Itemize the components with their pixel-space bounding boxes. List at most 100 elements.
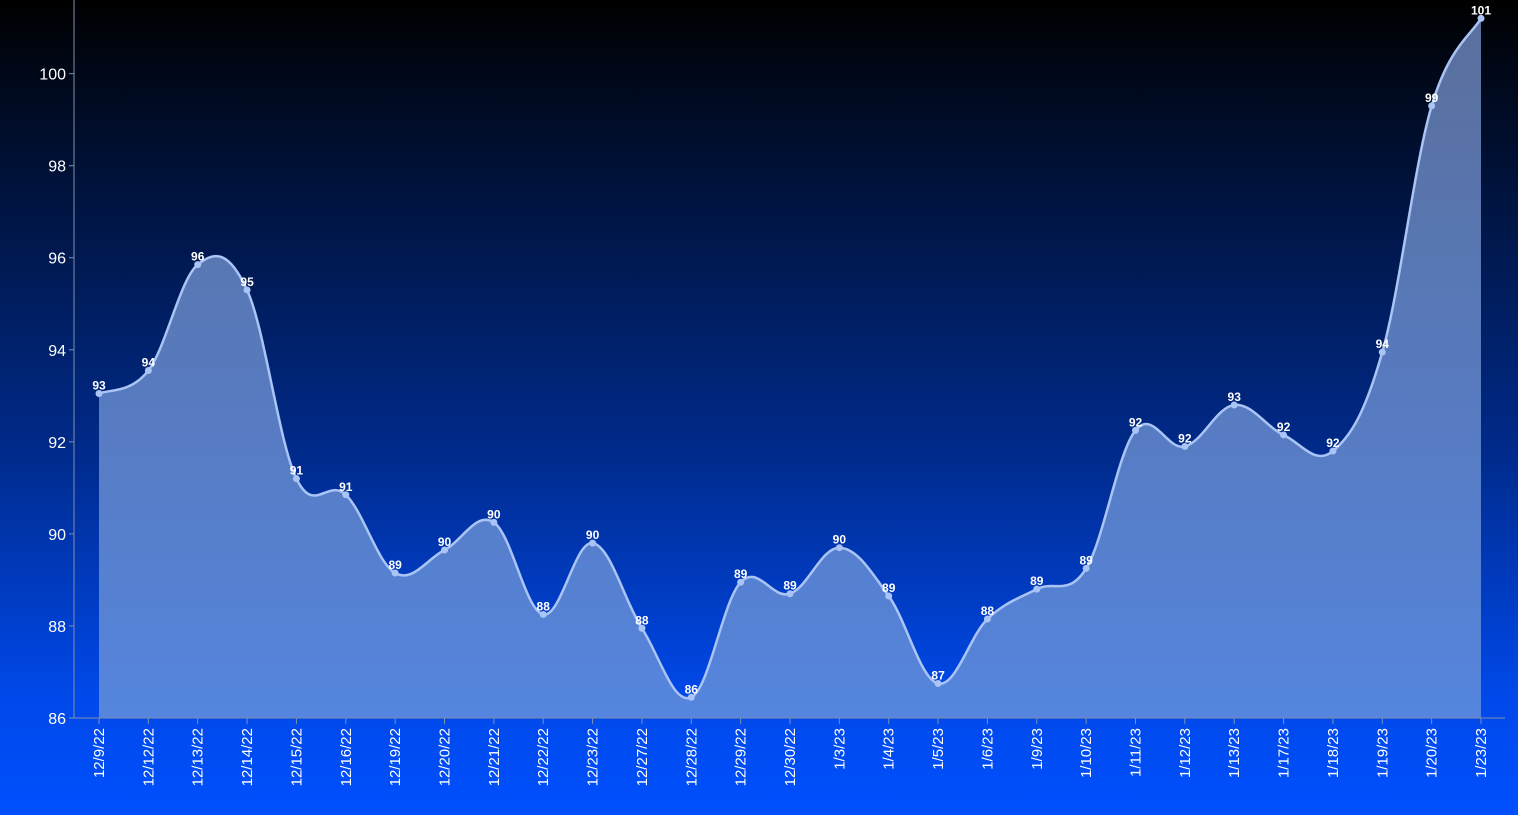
x-tick-label: 12/30/22 bbox=[782, 728, 799, 786]
x-tick-label: 1/12/23 bbox=[1177, 728, 1194, 778]
y-tick-label: 90 bbox=[48, 527, 66, 544]
x-tick-label: 1/4/23 bbox=[881, 728, 898, 770]
area-layer bbox=[98, 17, 1483, 718]
data-point bbox=[885, 592, 893, 600]
data-label: 90 bbox=[487, 507, 501, 521]
y-axis-ticks: 86 88 90 92 94 96 98 100 bbox=[39, 67, 74, 728]
data-point bbox=[144, 367, 152, 375]
data-labels: 93 94 96 95 91 91 89 90 90 88 90 88 86 89 89 90 89 87 88 89… bbox=[92, 3, 1491, 696]
data-point bbox=[95, 390, 103, 398]
data-label: 88 bbox=[981, 604, 995, 618]
data-label: 89 bbox=[388, 558, 402, 572]
data-point bbox=[342, 491, 350, 499]
x-tick-label: 12/19/22 bbox=[387, 728, 404, 786]
data-label: 89 bbox=[734, 567, 748, 581]
data-label: 94 bbox=[1376, 337, 1390, 351]
x-tick-label: 1/11/23 bbox=[1128, 728, 1145, 777]
data-label: 93 bbox=[1228, 390, 1242, 404]
y-tick-label: 96 bbox=[48, 251, 66, 268]
data-point bbox=[1428, 102, 1436, 110]
data-point bbox=[589, 539, 597, 547]
x-tick-label: 1/9/23 bbox=[1029, 728, 1046, 770]
data-label: 90 bbox=[586, 528, 600, 542]
data-point bbox=[1477, 14, 1485, 22]
data-point bbox=[687, 693, 695, 701]
data-point bbox=[1280, 431, 1288, 439]
data-label: 89 bbox=[1030, 574, 1044, 588]
x-tick-label: 1/10/23 bbox=[1078, 728, 1095, 778]
data-point bbox=[243, 286, 251, 294]
data-label: 96 bbox=[191, 250, 205, 264]
data-label: 90 bbox=[833, 533, 847, 547]
data-label: 91 bbox=[339, 480, 353, 494]
data-label: 91 bbox=[290, 464, 304, 478]
y-tick-label: 86 bbox=[48, 711, 66, 728]
data-point bbox=[638, 624, 646, 632]
x-tick-label: 12/9/22 bbox=[91, 728, 108, 778]
data-label: 88 bbox=[635, 613, 649, 627]
data-label: 86 bbox=[685, 682, 699, 696]
data-point bbox=[1033, 585, 1041, 593]
x-tick-label: 12/29/22 bbox=[733, 728, 750, 786]
data-point bbox=[1378, 348, 1386, 356]
data-point bbox=[737, 578, 745, 586]
x-tick-label: 12/20/22 bbox=[437, 728, 454, 786]
data-label: 89 bbox=[882, 581, 896, 595]
data-label: 93 bbox=[92, 379, 106, 393]
x-tick-label: 1/20/23 bbox=[1424, 728, 1441, 778]
series-line bbox=[98, 17, 1483, 700]
data-point bbox=[490, 518, 498, 526]
data-label: 92 bbox=[1326, 436, 1340, 450]
x-tick-label: 12/16/22 bbox=[338, 728, 355, 786]
x-tick-label: 1/13/23 bbox=[1226, 728, 1243, 778]
x-tick-label: 12/22/22 bbox=[535, 728, 552, 786]
data-points bbox=[95, 14, 1485, 701]
x-tick-label: 12/27/22 bbox=[634, 728, 651, 786]
y-tick-label: 92 bbox=[48, 435, 66, 452]
data-label: 88 bbox=[537, 599, 551, 613]
data-point bbox=[441, 546, 448, 554]
data-label: 89 bbox=[783, 579, 797, 593]
data-point bbox=[786, 590, 794, 598]
data-point bbox=[1329, 447, 1337, 455]
x-tick-label: 12/14/22 bbox=[239, 728, 256, 786]
data-point bbox=[1132, 426, 1139, 434]
data-point bbox=[1230, 401, 1238, 409]
x-tick-label: 1/17/23 bbox=[1276, 728, 1293, 778]
data-label: 89 bbox=[1079, 553, 1093, 567]
y-tick-label: 94 bbox=[48, 343, 66, 360]
data-point bbox=[983, 615, 991, 623]
x-tick-label: 12/23/22 bbox=[585, 728, 602, 786]
x-tick-label: 1/18/23 bbox=[1325, 728, 1342, 778]
x-tick-label: 1/23/23 bbox=[1473, 728, 1490, 778]
data-label: 94 bbox=[142, 356, 156, 370]
data-label: 87 bbox=[931, 668, 945, 682]
x-axis-ticks: 12/9/22 12/12/22 12/13/22 12/14/22 12/15/22 1… bbox=[91, 718, 1490, 786]
data-point bbox=[1181, 442, 1189, 450]
y-tick-label: 100 bbox=[39, 67, 66, 84]
data-point bbox=[391, 569, 399, 577]
x-tick-label: 12/12/22 bbox=[140, 728, 157, 786]
x-tick-label: 1/3/23 bbox=[831, 728, 848, 770]
data-point bbox=[539, 610, 547, 618]
data-label: 92 bbox=[1178, 431, 1192, 445]
data-label: 101 bbox=[1471, 3, 1491, 17]
data-label: 95 bbox=[240, 275, 254, 289]
x-tick-label: 12/28/22 bbox=[683, 728, 700, 786]
x-tick-label: 1/19/23 bbox=[1374, 728, 1391, 778]
data-label: 99 bbox=[1425, 91, 1439, 105]
x-tick-label: 1/5/23 bbox=[930, 728, 947, 770]
y-tick-label: 98 bbox=[48, 159, 66, 176]
x-tick-label: 12/13/22 bbox=[190, 728, 207, 786]
data-point bbox=[1082, 564, 1090, 572]
x-tick-label: 12/21/22 bbox=[486, 728, 503, 786]
data-label: 92 bbox=[1277, 420, 1291, 434]
data-point bbox=[194, 261, 202, 269]
data-label: 90 bbox=[438, 535, 452, 549]
data-label: 92 bbox=[1129, 415, 1143, 429]
x-tick-label: 1/6/23 bbox=[979, 728, 996, 770]
x-tick-label: 12/15/22 bbox=[288, 728, 305, 786]
y-tick-label: 88 bbox=[48, 619, 66, 636]
data-point bbox=[292, 475, 300, 483]
